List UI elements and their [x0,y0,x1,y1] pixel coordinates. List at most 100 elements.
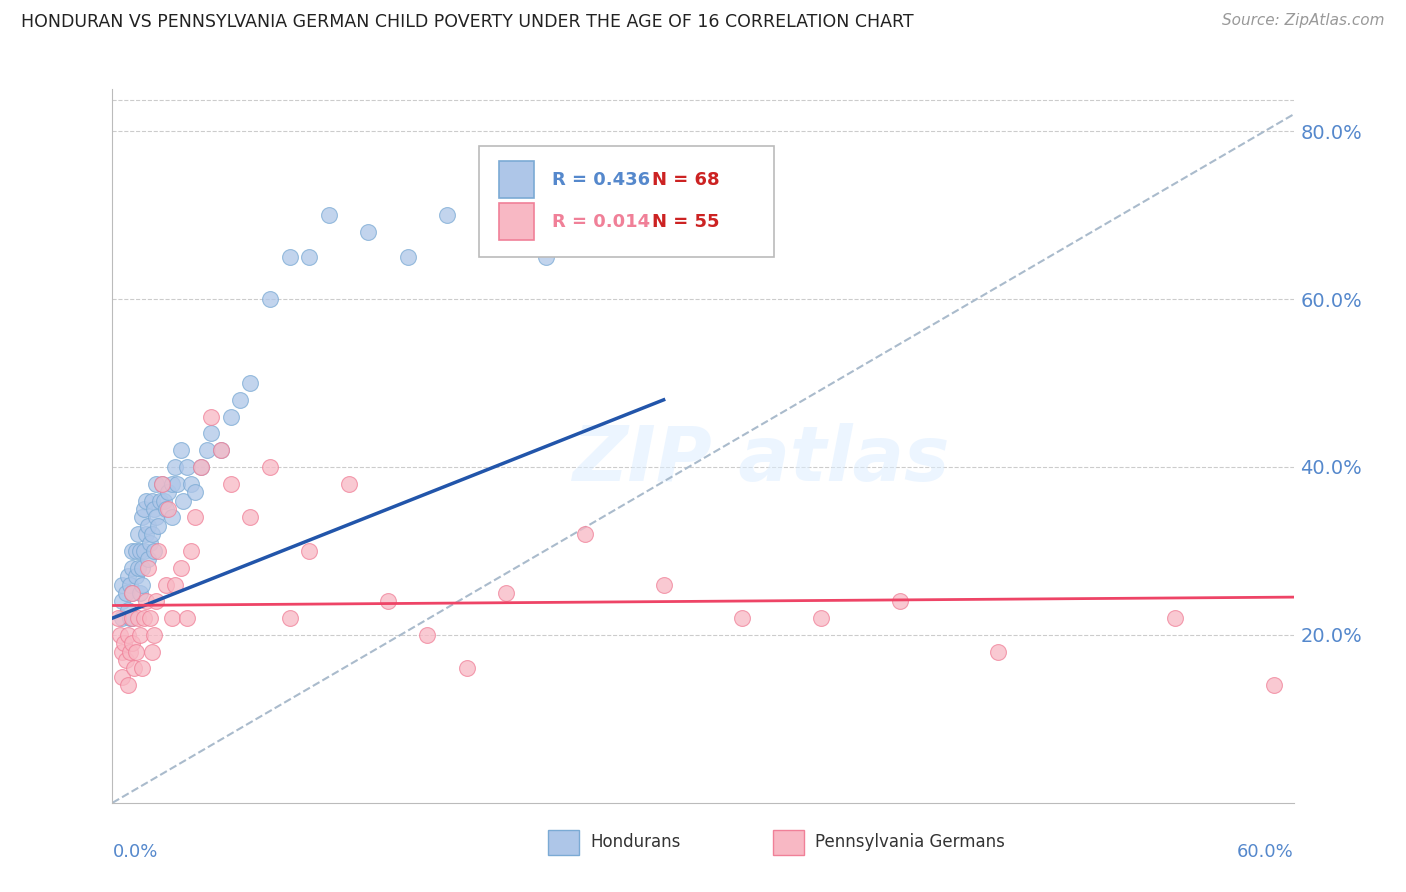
Point [149,493,172,508]
Point [160,476,183,491]
Text: R = 0.014: R = 0.014 [551,213,650,231]
Point [298,250,321,264]
Point [436,208,458,222]
Point [652,208,675,222]
Point [184,485,207,500]
Point [132,544,155,558]
Text: N = 55: N = 55 [652,213,720,231]
Point [141,493,163,508]
Point [219,409,242,424]
Point [129,586,152,600]
Point [172,493,194,508]
Point [125,569,148,583]
Point [111,577,134,591]
Point [145,594,167,608]
Point [160,510,183,524]
Point [121,586,143,600]
Point [115,653,138,667]
Point [180,544,202,558]
Point [136,560,159,574]
Point [146,518,169,533]
Point [120,577,142,591]
Point [150,476,173,491]
Point [357,225,380,239]
Point [195,443,218,458]
Point [170,443,193,458]
Point [166,476,188,491]
Point [107,611,129,625]
Point [132,611,155,625]
Point [165,460,187,475]
Point [416,628,439,642]
Point [122,661,145,675]
Point [121,611,143,625]
Point [180,476,202,491]
Point [117,678,139,692]
Point [135,527,157,541]
Bar [499,161,534,198]
Point [184,510,207,524]
Point [131,560,153,574]
Point [534,250,557,264]
Point [111,594,134,608]
Point [987,645,1010,659]
Point [239,376,262,390]
Point [337,476,360,491]
Point [142,502,165,516]
FancyBboxPatch shape [478,146,773,257]
Point [318,208,340,222]
Point [131,577,153,591]
Text: 60.0%: 60.0% [1237,843,1294,861]
Text: Hondurans: Hondurans [591,833,681,851]
Point [377,594,399,608]
Point [127,611,149,625]
Point [112,636,135,650]
Point [136,552,159,566]
Point [111,645,134,659]
Point [200,409,222,424]
Point [396,250,419,264]
Point [170,560,193,574]
Point [278,250,301,264]
Point [259,292,281,306]
Point [111,670,134,684]
Point [239,510,262,524]
Point [115,586,138,600]
Point [121,586,143,600]
Point [574,191,596,205]
Point [145,476,167,491]
Point [110,628,132,642]
Point [139,611,162,625]
Point [142,628,165,642]
Point [190,460,212,475]
Point [131,661,153,675]
Text: HONDURAN VS PENNSYLVANIA GERMAN CHILD POVERTY UNDER THE AGE OF 16 CORRELATION CH: HONDURAN VS PENNSYLVANIA GERMAN CHILD PO… [21,13,914,31]
Point [117,628,139,642]
Bar [499,203,534,241]
Point [129,544,152,558]
Point [810,611,832,625]
Bar [773,830,804,855]
Point [278,611,301,625]
Text: R = 0.436: R = 0.436 [551,171,650,189]
Text: Source: ZipAtlas.com: Source: ZipAtlas.com [1222,13,1385,29]
Point [150,476,173,491]
Point [1164,611,1187,625]
Point [633,225,655,239]
Point [135,594,157,608]
Bar [548,830,579,855]
Point [176,611,198,625]
Point [136,518,159,533]
Point [156,502,179,516]
Point [152,493,174,508]
Point [889,594,911,608]
Point [574,527,596,541]
Point [141,645,163,659]
Point [652,577,675,591]
Point [121,560,143,574]
Point [127,560,149,574]
Point [155,502,177,516]
Point [131,510,153,524]
Point [121,544,143,558]
Point [209,443,232,458]
